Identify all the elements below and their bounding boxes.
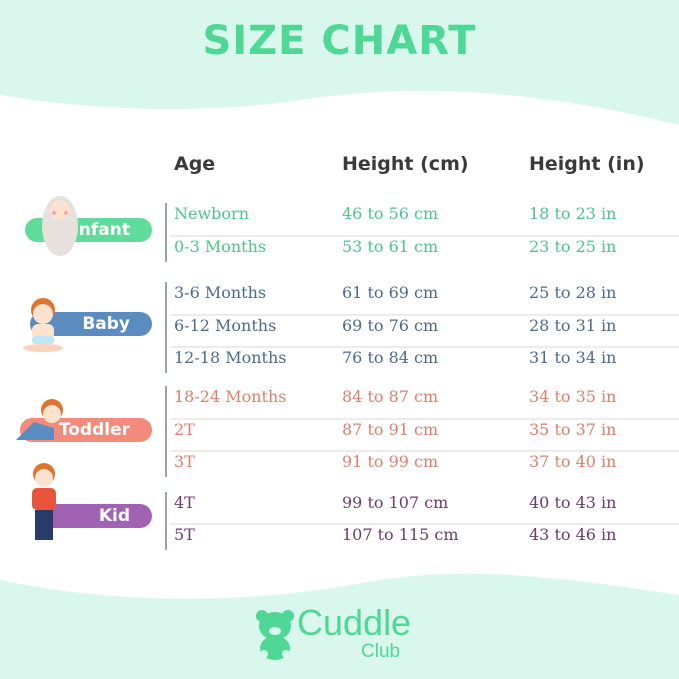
page-title: SIZE CHART	[202, 18, 477, 64]
header-height-in: Height (in)	[529, 153, 645, 175]
group-label-text: Kid	[98, 506, 130, 526]
top-wave-background	[0, 0, 679, 125]
row-divider	[170, 234, 679, 237]
baby-illustration	[23, 298, 63, 352]
cell-age: 18-24 Months	[174, 387, 287, 406]
kid-illustration	[32, 463, 56, 540]
cell-cm: 84 to 87 cm	[342, 387, 439, 406]
cell-in: 43 to 46 in	[529, 525, 617, 544]
row-divider	[170, 523, 679, 525]
group-divider-line	[165, 386, 167, 477]
cell-in: 25 to 28 in	[529, 283, 617, 302]
bottom-wave-background	[0, 573, 679, 679]
cell-cm: 76 to 84 cm	[342, 348, 439, 367]
group-divider-line	[165, 282, 167, 373]
cell-age: 6-12 Months	[174, 316, 277, 335]
cell-in: 37 to 40 in	[529, 452, 617, 471]
header-age: Age	[174, 153, 216, 175]
header-height-cm: Height (cm)	[342, 153, 469, 175]
cell-in: 31 to 34 in	[529, 348, 617, 367]
toddler-illustration	[16, 399, 63, 440]
cell-cm: 107 to 115 cm	[342, 525, 459, 544]
cell-age: 2T	[174, 420, 195, 439]
cell-age: 0-3 Months	[174, 237, 267, 256]
cell-in: 28 to 31 in	[529, 316, 617, 335]
cell-cm: 99 to 107 cm	[342, 493, 449, 512]
cell-in: 35 to 37 in	[529, 420, 617, 439]
cell-age: 12-18 Months	[174, 348, 287, 367]
row-divider	[170, 313, 679, 316]
group-divider-line	[165, 203, 167, 262]
logo-line2: Club	[361, 641, 401, 662]
cell-age: Newborn	[174, 204, 249, 223]
cell-cm: 87 to 91 cm	[342, 420, 439, 439]
group-divider-line	[165, 492, 167, 550]
cell-cm: 46 to 56 cm	[342, 204, 439, 223]
cell-cm: 53 to 61 cm	[342, 237, 439, 256]
teddy-bear-icon	[256, 610, 294, 660]
cell-age: 3-6 Months	[174, 283, 267, 302]
cell-in: 34 to 35 in	[529, 387, 617, 406]
cell-age: 4T	[174, 493, 195, 512]
cell-cm: 61 to 69 cm	[342, 283, 439, 302]
row-divider	[170, 417, 679, 420]
row-divider	[170, 346, 679, 348]
cell-cm: 91 to 99 cm	[342, 452, 439, 471]
cell-in: 23 to 25 in	[529, 237, 617, 256]
logo-line1: Cuddle	[297, 602, 412, 643]
group-label-text: Toddler	[58, 420, 130, 440]
row-divider	[170, 450, 679, 452]
cell-in: 40 to 43 in	[529, 493, 617, 512]
cell-age: 5T	[174, 525, 195, 544]
cell-cm: 69 to 76 cm	[342, 316, 439, 335]
group-label-baby: Baby	[30, 312, 152, 336]
group-label-text: Baby	[82, 314, 130, 334]
cell-age: 3T	[174, 452, 195, 471]
cell-in: 18 to 23 in	[529, 204, 617, 223]
group-label-text: Infant	[72, 220, 130, 240]
infant-illustration	[42, 196, 78, 256]
